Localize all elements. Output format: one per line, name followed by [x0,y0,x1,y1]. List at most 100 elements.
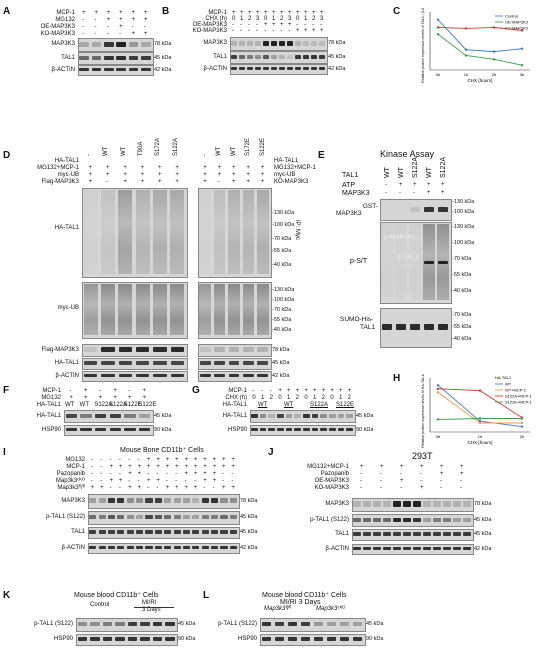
sign: + [380,464,384,470]
sign: - [240,28,242,34]
blot-band [326,637,337,641]
blot-label: p-TAL1 (S122) [46,514,85,520]
header-label-right: myc-UB [274,172,296,178]
smear-lane [83,190,98,274]
sign-3: - [94,31,97,37]
blot-band [329,413,336,418]
lane-label: S122E [123,402,142,408]
sign: - [137,478,140,484]
sign: - [231,471,234,477]
lane-label: WT [284,402,294,408]
blot-band [257,361,269,365]
row-label: KO-MAP3K3 [314,485,349,491]
blot-band [339,622,350,626]
header-label: Flag-MAP3K3 [41,179,79,185]
blot-band [126,498,134,503]
sign-3: + [131,31,136,37]
sign: - [320,22,322,28]
sign: + [184,464,188,470]
blot-panel [78,65,154,76]
blot-band [170,347,184,352]
panel-letter: J [268,447,274,458]
sign: - [413,190,415,196]
blot-band [152,637,162,641]
lane-label: S172A [155,137,162,156]
blot-band [98,545,106,550]
blot-band [229,545,237,550]
sign: + [320,10,324,16]
sign: + [260,179,265,185]
row-label: KO-MAP3K3 [192,28,227,34]
blot-panel [352,544,474,555]
blot-band [115,637,125,641]
blot-band [89,515,97,519]
blot-band [139,413,151,418]
sign: + [184,485,188,491]
blot-band [453,546,461,551]
sign: + [420,485,424,491]
data-point [478,389,482,392]
sign: + [217,165,222,171]
blot-band [363,517,371,522]
sign: - [100,478,103,484]
sign: - [420,478,422,484]
sign: + [146,478,151,484]
lane-label: S122A [109,402,128,408]
sign: + [175,457,179,463]
sign: - [69,388,72,394]
blot-band [230,40,238,46]
sign: + [88,165,93,171]
panel-letter: E [318,150,325,161]
blot-band [285,427,293,432]
sign: + [260,165,265,171]
blot-band [453,517,461,522]
sign: - [256,28,258,34]
sign: + [106,165,110,171]
sign: - [221,471,224,477]
blot-band [139,427,151,432]
blot-band [311,427,319,432]
blot-band [443,546,451,551]
blot-label: HA-TAL1 [222,412,247,419]
sign: + [175,464,179,470]
blot-band [136,347,150,352]
row-label-OE-MAP3K3: OE-MAP3K3 [40,24,75,30]
blot-band [101,361,115,365]
sign-0: + [119,10,123,16]
blot-band [383,501,391,507]
blot-band [257,373,269,378]
blot-band [98,515,106,519]
blot-band [302,54,310,59]
blot-band [141,55,151,60]
sign: - [460,485,462,491]
blot-band [268,413,275,418]
kda-label: 90 kDa [356,426,374,433]
blot-band [98,530,106,534]
sign: + [260,172,265,178]
sign: - [460,478,462,484]
row-label: Map3k3ᶠˡ/ᶠˡ [57,485,85,491]
blot-band [261,637,272,641]
group-underline [134,607,174,608]
blot-band [124,413,136,418]
sign: + [137,464,142,470]
blot-band [383,517,391,522]
sign: + [165,485,170,491]
blot-band [238,54,246,59]
blot-band [373,501,381,507]
row-label: OE-MAP3K3 [192,22,227,28]
sign: - [399,190,401,196]
sign: - [360,478,362,484]
sign: + [193,457,198,463]
row-label: MG132 [65,457,85,463]
kda-label: -40 kDa [452,288,472,294]
blot-band [278,66,286,71]
blot-band [246,54,254,59]
panel-subtitle: MI/RI 3 Days [280,599,321,606]
sign: + [128,395,132,401]
blot-band [310,66,318,71]
lane-label: WT [426,167,433,178]
kda-label: 45 kDa [474,531,492,537]
blot-band [91,67,102,72]
kda-label: -130 kDa [452,199,475,205]
